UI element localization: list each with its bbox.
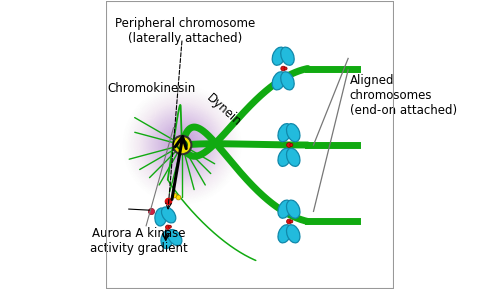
Text: Peripheral chromosome
(laterally attached): Peripheral chromosome (laterally attache… (115, 17, 255, 45)
Ellipse shape (286, 148, 300, 166)
Circle shape (286, 143, 292, 147)
Ellipse shape (272, 72, 285, 90)
Text: Dynein: Dynein (204, 92, 244, 129)
Circle shape (173, 136, 192, 154)
Circle shape (290, 220, 293, 223)
Ellipse shape (286, 200, 300, 218)
Ellipse shape (286, 124, 300, 142)
Ellipse shape (280, 72, 294, 90)
Ellipse shape (278, 148, 291, 166)
Text: Aurora A kinase
activity gradient: Aurora A kinase activity gradient (90, 227, 188, 255)
Text: Aligned
chromosomes
(end-on attached): Aligned chromosomes (end-on attached) (350, 74, 457, 117)
Circle shape (176, 139, 188, 151)
Ellipse shape (168, 229, 182, 246)
Ellipse shape (161, 231, 173, 249)
Circle shape (180, 144, 184, 146)
Ellipse shape (278, 200, 291, 218)
Text: Chromokinesin: Chromokinesin (107, 82, 196, 95)
Circle shape (166, 225, 170, 229)
Circle shape (290, 144, 293, 146)
Circle shape (178, 140, 186, 150)
Ellipse shape (280, 47, 294, 65)
Ellipse shape (278, 124, 291, 142)
Circle shape (179, 142, 185, 148)
Ellipse shape (162, 207, 176, 223)
Circle shape (168, 225, 172, 228)
Ellipse shape (155, 208, 166, 226)
Ellipse shape (278, 225, 291, 243)
Circle shape (286, 219, 292, 224)
Circle shape (281, 66, 285, 71)
Ellipse shape (272, 47, 285, 65)
Ellipse shape (286, 225, 300, 243)
Circle shape (284, 67, 287, 70)
